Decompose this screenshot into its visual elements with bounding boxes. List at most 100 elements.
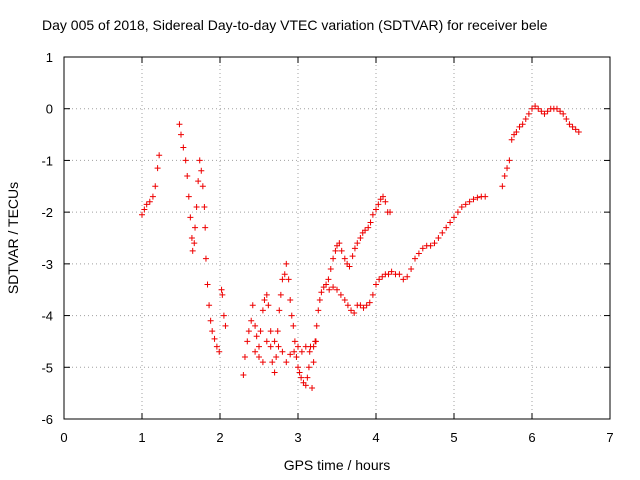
y-axis-label: SDTVAR / TECUs [5, 182, 21, 294]
data-point [279, 276, 286, 283]
data-point [201, 203, 208, 210]
data-point [419, 245, 426, 252]
data-point [404, 273, 411, 280]
data-point [202, 255, 209, 262]
data-point [273, 353, 280, 360]
data-point [508, 136, 515, 143]
data-point [357, 235, 364, 241]
data-point [443, 224, 450, 231]
data-point [291, 338, 298, 345]
data-point [431, 240, 438, 247]
data-point [267, 328, 274, 335]
x-tick-label: 1 [138, 430, 145, 445]
data-point [538, 108, 545, 115]
data-point [330, 284, 337, 291]
data-point [435, 235, 442, 241]
data-point [261, 297, 268, 304]
data-point [274, 328, 281, 335]
y-tick-label: 0 [46, 102, 53, 117]
data-point [244, 338, 251, 345]
data-point [249, 302, 256, 309]
data-point [298, 348, 305, 355]
y-tick-label: -5 [41, 360, 53, 375]
data-point [154, 165, 161, 172]
data-point [341, 297, 348, 304]
data-point [535, 105, 542, 112]
x-tick-label: 4 [372, 430, 379, 445]
data-point [348, 307, 355, 314]
data-point [291, 348, 298, 355]
data-point [293, 353, 300, 360]
data-point [366, 299, 373, 306]
data-point [152, 183, 159, 190]
data-point [373, 206, 379, 213]
data-point [211, 335, 218, 342]
data-point [312, 338, 319, 345]
data-point [193, 203, 200, 210]
data-point [259, 359, 266, 366]
data-point [220, 312, 227, 319]
data-point [454, 209, 461, 216]
data-point [265, 302, 272, 309]
data-point [257, 328, 264, 335]
data-point [376, 276, 383, 283]
data-point [474, 194, 481, 201]
x-tick-label: 7 [606, 430, 613, 445]
data-point [351, 309, 358, 316]
data-point [354, 240, 361, 247]
grid-lines [64, 57, 610, 419]
data-point [504, 165, 511, 172]
y-tick-label: -1 [41, 153, 53, 168]
data-point [281, 271, 288, 278]
data-point [141, 206, 148, 213]
x-axis-label: GPS time / hours [284, 457, 391, 473]
data-point [412, 255, 418, 262]
data-point [315, 307, 322, 314]
data-point [522, 116, 529, 123]
data-point [330, 255, 337, 262]
data-point [287, 351, 294, 358]
data-point [256, 343, 262, 350]
data-point [396, 271, 403, 278]
data-point [575, 128, 582, 135]
data-point [218, 286, 225, 293]
data-point [196, 157, 203, 164]
data-point [259, 307, 266, 314]
data-point [253, 333, 260, 340]
data-point [332, 247, 339, 254]
data-point [295, 364, 301, 371]
data-point [516, 123, 523, 130]
data-point [482, 193, 489, 200]
data-point [365, 224, 372, 231]
data-point [146, 198, 153, 205]
data-point [187, 214, 194, 221]
data-point [363, 302, 370, 309]
data-point [400, 276, 407, 283]
data-point [553, 105, 560, 112]
data-point [451, 214, 457, 221]
data-point [296, 369, 303, 376]
data-point [189, 247, 196, 254]
data-point [360, 304, 367, 311]
data-point [271, 369, 278, 376]
data-point [202, 224, 209, 231]
data-point [388, 268, 395, 275]
data-point [560, 110, 567, 117]
data-point [462, 201, 469, 208]
data-point [182, 157, 189, 164]
data-point [385, 271, 392, 278]
data-point [271, 338, 278, 345]
y-tick-label: 1 [46, 50, 53, 65]
data-point [195, 178, 202, 185]
data-point [198, 167, 205, 174]
data-point [275, 343, 282, 350]
data-point [295, 343, 301, 350]
data-point [143, 201, 150, 208]
data-point [367, 219, 374, 226]
data-point [318, 289, 325, 296]
data-point [248, 317, 255, 324]
data-point [501, 172, 508, 179]
data-point [305, 364, 312, 371]
data-point [544, 108, 551, 115]
